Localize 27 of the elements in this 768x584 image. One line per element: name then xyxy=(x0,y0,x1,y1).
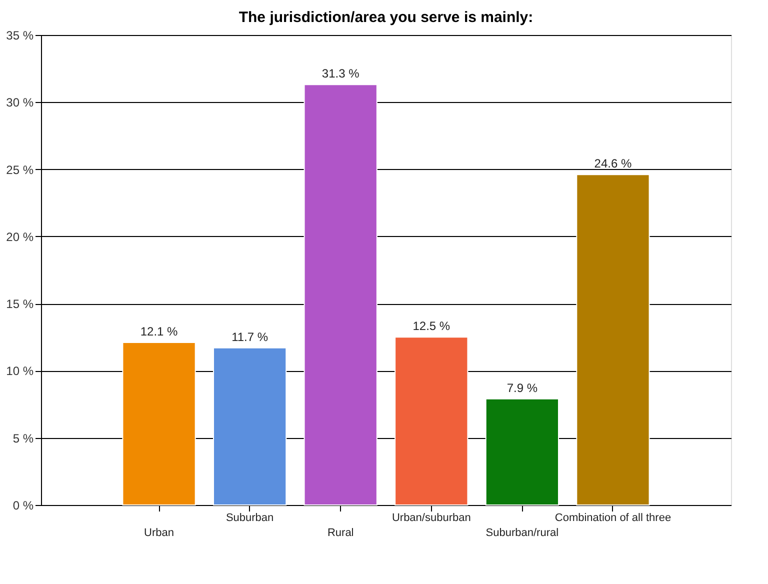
x-tick-label: Suburban xyxy=(226,512,274,524)
y-tick-label: 20 % xyxy=(6,230,34,244)
y-tick-label: 10 % xyxy=(6,364,34,378)
x-tick-label: Urban xyxy=(144,527,174,539)
bar xyxy=(485,398,559,506)
y-tick-label: 0 % xyxy=(12,498,34,512)
bar xyxy=(122,342,196,506)
x-tick-label: Rural xyxy=(327,527,354,539)
y-tick-label: 15 % xyxy=(6,297,34,312)
bar xyxy=(394,336,468,506)
chart-title: The jurisdiction/area you serve is mainly: xyxy=(238,9,534,26)
bar xyxy=(576,174,650,506)
data-label: 11.7 % xyxy=(232,330,268,344)
y-tick-label: 25 % xyxy=(6,162,34,177)
y-tick-label: 5 % xyxy=(12,431,34,446)
data-label: 31.3 % xyxy=(322,66,360,81)
x-tick-label: Urban/suburban xyxy=(392,512,471,524)
data-label: 12.5 % xyxy=(412,319,450,334)
y-tick-label: 30 % xyxy=(6,96,34,110)
bar xyxy=(304,84,378,506)
x-tick-label: Combination of all three xyxy=(554,512,672,524)
data-label: 12.1 % xyxy=(140,324,178,339)
x-tick-label: Suburban/rural xyxy=(486,527,559,539)
y-tick-label: 35 % xyxy=(6,28,34,42)
bar xyxy=(213,347,287,506)
data-label: 24.6 % xyxy=(594,156,632,171)
data-label: 7.9 % xyxy=(506,380,538,395)
